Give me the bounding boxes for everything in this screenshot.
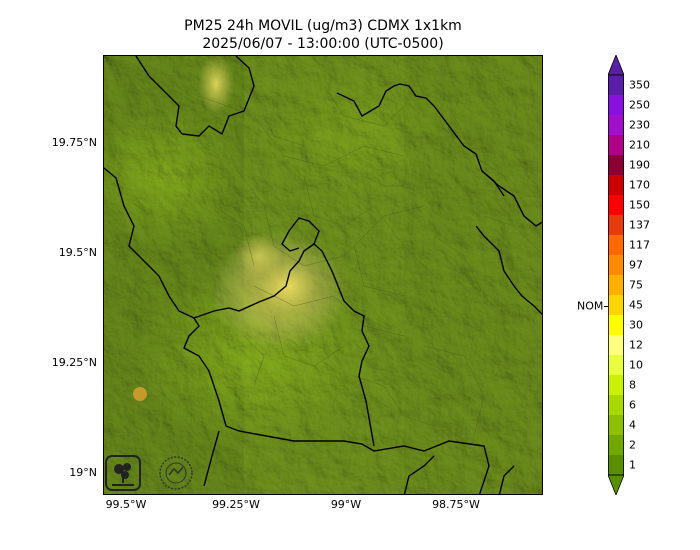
- lon-label-99-5: 99.5°W: [105, 498, 147, 511]
- pm25-plume-north: [198, 56, 234, 114]
- sedema-logo: [105, 455, 141, 491]
- colorbar-segment: [608, 295, 624, 316]
- colorbar-label: 210: [629, 138, 650, 152]
- colorbar-label: 75: [629, 278, 643, 292]
- colorbar-label: 8: [629, 378, 636, 392]
- lon-label-99: 99°W: [330, 498, 362, 511]
- pm25-spot-west: [133, 387, 147, 401]
- colorbar-segment: [608, 455, 624, 476]
- lat-label-19-25: 19.25°N: [51, 356, 97, 369]
- colorbar-segment: [608, 415, 624, 436]
- colorbar-segment: [608, 255, 624, 276]
- colorbar-segment: [608, 375, 624, 396]
- colorbar-label: 190: [629, 158, 650, 172]
- map-title: PM25 24h MOVIL (ug/m3) CDMX 1x1km: [184, 18, 462, 34]
- colorbar-label: 1: [629, 458, 636, 472]
- colorbar-segment: [608, 175, 624, 196]
- map-subtitle: 2025/06/07 - 13:00:00 (UTC-0500): [202, 36, 444, 52]
- colorbar-segment: [608, 395, 624, 416]
- colorbar-segment: [608, 195, 624, 216]
- colorbar-segment: [608, 215, 624, 236]
- municipal-boundaries: [198, 85, 542, 437]
- colorbar-label: 10: [629, 358, 643, 372]
- lat-label-19-5: 19.5°N: [58, 246, 97, 259]
- gobierno-cdmx-logo: [158, 455, 194, 491]
- state-boundaries: [104, 56, 542, 494]
- colorbar-segment: [608, 315, 624, 336]
- colorbar-label: 97: [629, 258, 643, 272]
- lat-label-19-75: 19.75°N: [51, 136, 97, 149]
- colorbar-segment: [608, 335, 624, 356]
- colorbar-label: 150: [629, 198, 650, 212]
- colorbar-label: 230: [629, 118, 650, 132]
- colorbar-segment: [608, 155, 624, 176]
- colorbar-label: 137: [629, 218, 650, 232]
- map-canvas: [104, 56, 542, 494]
- colorbar-segment: [608, 355, 624, 376]
- colorbar-label: 250: [629, 98, 650, 112]
- colorbar-outline: [608, 74, 624, 476]
- colorbar-segment: [608, 435, 624, 456]
- colorbar-label: 12: [629, 338, 643, 352]
- lat-label-19: 19°N: [69, 466, 97, 479]
- colorbar-segment: [608, 275, 624, 296]
- colorbar-label: 350: [629, 78, 650, 92]
- lon-label-99-25: 99.25°W: [212, 498, 260, 511]
- colorbar-max-arrow: [608, 55, 624, 76]
- nom-tick: [604, 306, 608, 307]
- colorbar-segment: [608, 135, 624, 156]
- colorbar: [608, 55, 624, 495]
- colorbar-label: 6: [629, 398, 636, 412]
- map-panel: [103, 55, 543, 495]
- colorbar-label: 117: [629, 238, 650, 252]
- nom-label: NOM: [577, 299, 604, 313]
- colorbar-segment: [608, 95, 624, 116]
- colorbar-label: 45: [629, 298, 643, 312]
- colorbar-segment: [608, 75, 624, 96]
- colorbar-label: 170: [629, 178, 650, 192]
- colorbar-segment: [608, 115, 624, 136]
- colorbar-label: 4: [629, 418, 636, 432]
- colorbar-min-arrow: [608, 474, 624, 495]
- colorbar-label: 30: [629, 318, 643, 332]
- lon-label-98-75: 98.75°W: [432, 498, 480, 511]
- colorbar-segment: [608, 235, 624, 256]
- colorbar-label: 2: [629, 438, 636, 452]
